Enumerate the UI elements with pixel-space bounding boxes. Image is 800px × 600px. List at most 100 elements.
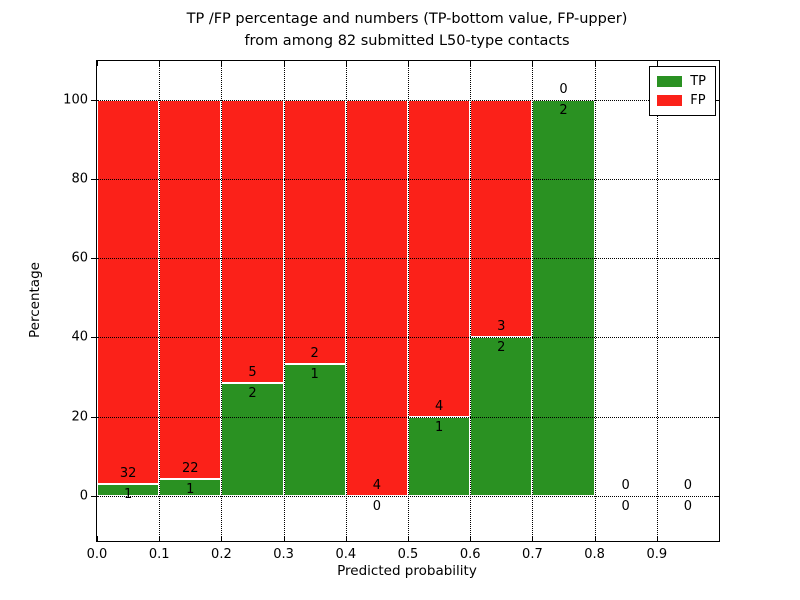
x-tick-label: 0.6 [459,547,481,562]
x-tick-label: 0.5 [397,547,419,562]
x-tick-mark [532,536,534,541]
fp-count-label: 4 [372,477,382,493]
x-gridline [221,61,223,541]
y-tick-mark-right [714,179,719,181]
legend-row-fp: FP [657,91,706,110]
y-tick-mark [91,99,96,101]
y-tick-label: 80 [71,171,88,187]
x-tick-mark-top [97,61,98,66]
fp-bar [345,99,408,496]
bar-labels-layer: 32 1 22 1 5 2 2 1 4 0 4 1 3 2 0 2 0 0 0 0 [97,61,719,541]
x-tick-mark [345,536,347,541]
fp-bar [97,99,160,484]
y-tick-label: 100 [63,92,88,108]
y-tick-label: 60 [71,250,88,266]
y-tick-mark-right [714,99,719,101]
fp-bar [283,99,346,364]
x-tick-mark-top [532,61,534,66]
y-tick-mark-right [714,495,719,497]
bars-layer [97,61,719,541]
tp-count-label: 0 [372,498,382,514]
y-tick-mark [91,258,96,260]
y-tick-label: 20 [71,409,88,425]
x-tick-mark-top [159,61,161,66]
y-tick-label: 40 [71,329,88,345]
legend: TP FP [649,66,716,116]
tp-bar [283,363,346,496]
tp-bar [97,483,160,496]
x-tick-label: 0.8 [584,547,605,562]
x-tick-mark [470,536,472,541]
x-tick-mark [408,536,409,541]
tp-count-label: 2 [497,340,506,356]
x-gridline [532,61,534,541]
fp-count-label: 32 [119,465,137,481]
tp-count-label: 2 [248,385,257,401]
x-gridline [159,61,161,541]
x-tick-mark-top [656,61,658,66]
tick-layer: 0 20 40 60 80 100 0.0 0.1 0.2 0.3 0.4 0.5 0.6 0.7 0.8 0… [63,61,719,562]
x-tick-mark [221,536,223,541]
fp-count-label: 0 [559,81,568,97]
tp-count-label: 1 [310,366,319,382]
x-gridline [408,61,409,541]
x-gridline [283,61,285,541]
tp-bar [221,382,284,496]
tp-count-label: 1 [123,486,133,502]
fp-bar [159,99,222,479]
x-tick-mark-top [594,61,596,66]
y-tick-mark [91,337,96,339]
tp-bar [408,416,471,496]
y-tick-mark-right [714,416,719,418]
x-tick-label: 0.3 [273,547,294,562]
x-tick-mark-top [408,61,409,66]
y-tick-label: 0 [79,488,88,504]
x-tick-label: 0.1 [148,547,170,562]
fp-count-label: 5 [248,364,257,380]
legend-label-tp: TP [690,74,706,89]
x-axis-label: Predicted probability [337,563,477,579]
tp-bar [470,337,533,496]
fp-count-label: 4 [434,398,444,414]
y-tick-mark [91,179,96,181]
x-tick-mark-top [470,61,472,66]
tp-bar [532,99,595,496]
x-tick-label: 0.4 [335,547,357,562]
x-tick-label: 0.0 [86,547,108,562]
x-tick-mark [656,536,658,541]
y-axis-label: Percentage [27,262,43,338]
x-gridline [470,61,472,541]
x-tick-mark-top [283,61,285,66]
x-tick-mark-top [221,61,223,66]
x-tick-mark [159,536,161,541]
tp-count-label: 1 [434,419,444,435]
x-tick-label: 0.2 [211,547,232,562]
plot-area: 0 20 40 60 80 100 0.0 0.1 0.2 0.3 0.4 0.5 0.6 0.7 0.8 0… [63,60,720,562]
legend-row-tp: TP [657,72,706,91]
fp-count-label: 22 [182,460,199,476]
grid-layer [97,61,719,541]
x-tick-mark [594,536,596,541]
x-tick-mark-top [345,61,347,66]
tp-count-label: 2 [559,102,568,118]
y-tick-mark [91,416,96,418]
fp-count-label: 2 [310,345,319,361]
y-tick-mark-right [714,337,719,339]
chart-title: TP /FP percentage and numbers (TP-bottom… [96,8,718,52]
x-tick-label: 0.7 [522,547,543,562]
y-tick-mark [91,495,96,497]
fp-count-label: 0 [683,477,693,493]
x-gridline [345,61,347,541]
x-tick-label: 0.9 [646,547,668,562]
x-gridline [656,61,658,541]
fp-swatch-icon [657,95,683,106]
chart-title-line1: TP /FP percentage and numbers (TP-bottom… [186,11,628,27]
chart-title-line2: from among 82 submitted L50-type contact… [244,33,570,49]
tp-swatch-icon [657,76,683,87]
x-tick-mark [283,536,285,541]
tp-count-label: 0 [621,498,630,514]
x-gridline [594,61,596,541]
y-tick-mark-right [714,258,719,260]
legend-label-fp: FP [690,93,706,108]
